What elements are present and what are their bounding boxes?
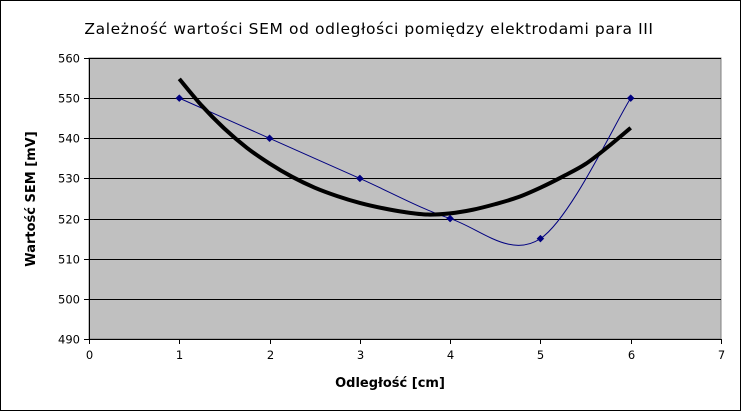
data-point-marker xyxy=(446,214,454,223)
y-tick-label: 510 xyxy=(58,253,80,267)
y-tick-labels: 490 500 510 520 530 540 550 560 xyxy=(58,52,80,347)
data-point-marker xyxy=(175,94,184,102)
trendline xyxy=(177,77,632,217)
x-tick-label: 4 xyxy=(447,348,454,362)
y-tick-label: 520 xyxy=(58,213,80,227)
y-tick-label: 550 xyxy=(58,92,80,106)
data-point-marker xyxy=(536,234,545,243)
x-tick-labels: 0 1 2 3 4 5 6 7 xyxy=(86,348,725,362)
x-tick-label: 6 xyxy=(628,348,635,362)
axes xyxy=(84,58,722,344)
y-tick-label: 560 xyxy=(58,52,80,66)
chart-title: Zależność wartości SEM od odległości pom… xyxy=(84,20,653,38)
y-tick-label: 530 xyxy=(58,172,80,186)
y-tick-label: 490 xyxy=(58,333,80,347)
x-axis-title: Odległość [cm] xyxy=(335,376,445,391)
x-tick-label: 0 xyxy=(86,348,93,362)
data-point-marker xyxy=(265,134,274,143)
y-tick-label: 500 xyxy=(58,293,80,307)
x-tick-label: 3 xyxy=(357,348,364,362)
data-point-marker xyxy=(626,94,635,102)
x-tick-label: 7 xyxy=(718,348,725,362)
y-tick-label: 540 xyxy=(58,132,80,146)
gridlines xyxy=(89,58,721,300)
data-markers xyxy=(175,94,635,243)
x-tick-label: 2 xyxy=(267,348,274,362)
x-tick-label: 5 xyxy=(537,348,544,362)
data-point-marker xyxy=(356,174,364,183)
y-axis-title: Wartość SEM [mV] xyxy=(24,131,39,266)
x-tick-label: 1 xyxy=(176,348,183,362)
trendline-path xyxy=(177,77,632,217)
